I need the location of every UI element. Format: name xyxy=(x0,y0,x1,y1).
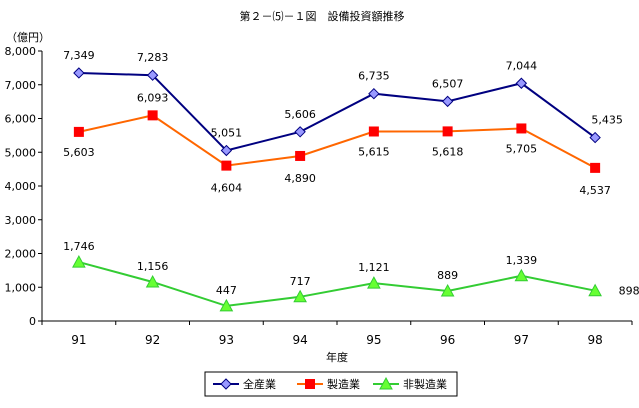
marker-all xyxy=(73,67,85,79)
data-label-mfg: 5,603 xyxy=(63,146,95,159)
data-label-mfg: 4,537 xyxy=(579,184,611,197)
x-tick-label: 97 xyxy=(514,333,529,347)
data-label-mfg: 6,093 xyxy=(137,91,169,104)
y-axis-unit-label: （億円） xyxy=(6,31,50,44)
marker-nonmfg xyxy=(145,274,160,288)
data-label-mfg: 4,890 xyxy=(284,172,316,185)
y-tick-label: 0 xyxy=(29,315,36,328)
marker-all xyxy=(515,77,528,89)
marker-mfg xyxy=(305,379,315,389)
marker-mfg xyxy=(442,126,453,137)
data-label-mfg: 5,618 xyxy=(432,145,464,158)
marker-mfg xyxy=(221,160,232,171)
series-line-all xyxy=(78,71,596,152)
data-label-nonmfg: 447 xyxy=(216,284,237,297)
data-label-all: 6,507 xyxy=(432,77,464,90)
x-tick-label: 98 xyxy=(587,333,602,347)
data-label-all: 7,044 xyxy=(506,59,538,72)
marker-all xyxy=(220,144,233,157)
marker-all xyxy=(146,69,159,81)
marker-nonmfg xyxy=(440,283,455,297)
legend-label-nonmfg: 非製造業 xyxy=(403,377,447,391)
marker-mfg xyxy=(147,110,158,121)
x-tick-label: 95 xyxy=(366,333,381,347)
marker-all xyxy=(441,95,454,108)
marker-nonmfg xyxy=(72,255,86,268)
marker-mfg xyxy=(295,150,306,161)
data-label-all: 6,735 xyxy=(358,70,390,83)
series-line-mfg xyxy=(78,114,596,169)
y-tick-label: 4,000 xyxy=(5,180,37,193)
data-label-nonmfg: 1,746 xyxy=(63,240,95,253)
data-label-nonmfg: 1,121 xyxy=(358,261,390,274)
x-tick-label: 96 xyxy=(440,333,455,347)
x-tick-label: 92 xyxy=(145,333,160,347)
marker-nonmfg xyxy=(588,283,602,297)
x-tick-label: 93 xyxy=(219,333,234,347)
y-tick-label: 6,000 xyxy=(5,113,37,126)
marker-nonmfg xyxy=(219,298,234,312)
data-label-mfg: 5,705 xyxy=(506,142,538,155)
marker-all xyxy=(294,126,306,138)
data-label-mfg: 4,604 xyxy=(211,182,243,195)
y-tick-label: 3,000 xyxy=(5,214,37,227)
legend-label-all: 全産業 xyxy=(243,377,276,391)
data-label-all: 7,349 xyxy=(63,49,95,62)
y-tick-label: 2,000 xyxy=(5,248,37,261)
series-line-nonmfg xyxy=(78,261,596,307)
legend-label-mfg: 製造業 xyxy=(327,377,360,391)
data-label-nonmfg: 1,339 xyxy=(506,254,538,267)
legend-box xyxy=(204,371,458,397)
marker-all xyxy=(589,131,601,144)
data-label-nonmfg: 717 xyxy=(290,275,311,288)
data-label-all: 7,283 xyxy=(137,51,169,64)
x-tick-label: 94 xyxy=(292,333,307,347)
data-label-all: 5,051 xyxy=(211,127,243,140)
marker-nonmfg xyxy=(367,276,381,289)
marker-all xyxy=(368,87,380,100)
y-tick-label: 5,000 xyxy=(5,146,37,159)
marker-nonmfg xyxy=(379,376,393,390)
data-label-mfg: 5,615 xyxy=(358,145,390,158)
data-label-nonmfg: 898 xyxy=(619,285,639,298)
y-tick-label: 7,000 xyxy=(5,79,37,92)
data-label-nonmfg: 1,156 xyxy=(137,260,169,273)
marker-nonmfg xyxy=(514,268,529,282)
data-label-all: 5,435 xyxy=(591,114,623,127)
marker-mfg xyxy=(368,126,379,137)
marker-nonmfg xyxy=(293,289,307,303)
x-tick-label: 91 xyxy=(71,333,86,347)
marker-mfg xyxy=(73,126,84,137)
data-label-nonmfg: 889 xyxy=(437,269,458,282)
marker-mfg xyxy=(516,123,527,134)
x-axis-label: 年度 xyxy=(326,350,348,364)
data-label-all: 5,606 xyxy=(284,108,316,121)
chart-title: 第２－⑸－１図 設備投資額推移 xyxy=(240,9,405,23)
marker-all xyxy=(220,378,232,390)
y-tick-label: 8,000 xyxy=(5,45,37,58)
marker-mfg xyxy=(590,162,601,173)
y-tick-label: 1,000 xyxy=(5,281,37,294)
